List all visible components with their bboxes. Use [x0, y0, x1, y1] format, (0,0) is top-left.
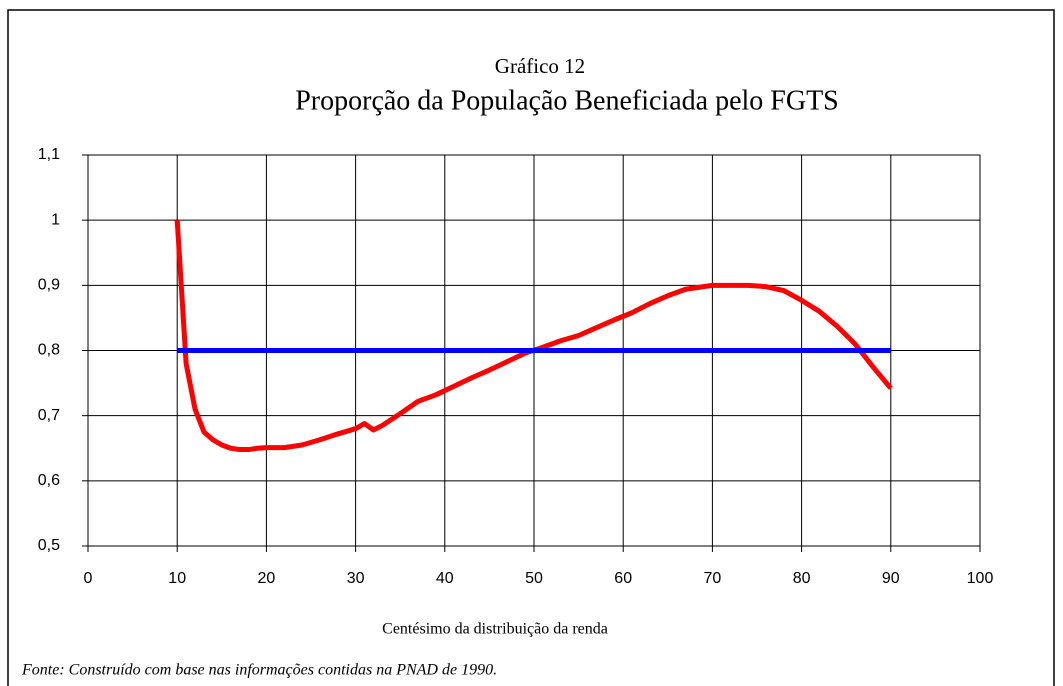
y-tick-label: 1	[51, 211, 60, 228]
y-tick-label: 0,9	[38, 277, 60, 294]
chart-subtitle: Proporção da População Beneficiada pelo …	[295, 85, 839, 116]
x-axis-label: Centésimo da distribuição da renda	[382, 621, 608, 638]
x-tick-label: 20	[258, 570, 276, 587]
y-tick-label: 0,8	[38, 342, 60, 359]
y-tick-label: 0,5	[38, 537, 60, 554]
x-tick-label: 40	[436, 570, 454, 587]
x-tick-label: 30	[347, 570, 365, 587]
x-tick-label: 50	[525, 570, 543, 587]
x-tick-label: 60	[614, 570, 632, 587]
chart-title: Gráfico 12	[495, 54, 585, 78]
y-tick-label: 0,6	[38, 472, 60, 489]
x-tick-label: 100	[967, 570, 994, 587]
x-tick-label: 0	[84, 570, 93, 587]
source-note: Fonte: Construído com base nas informaçõ…	[21, 662, 497, 679]
x-tick-label: 70	[704, 570, 722, 587]
y-tick-label: 0,7	[38, 407, 60, 424]
x-tick-label: 90	[882, 570, 900, 587]
x-tick-label: 10	[168, 570, 186, 587]
x-tick-label: 80	[793, 570, 811, 587]
plot-area	[87, 154, 981, 547]
y-tick-label: 1,1	[38, 146, 60, 163]
data-line	[174, 220, 893, 453]
